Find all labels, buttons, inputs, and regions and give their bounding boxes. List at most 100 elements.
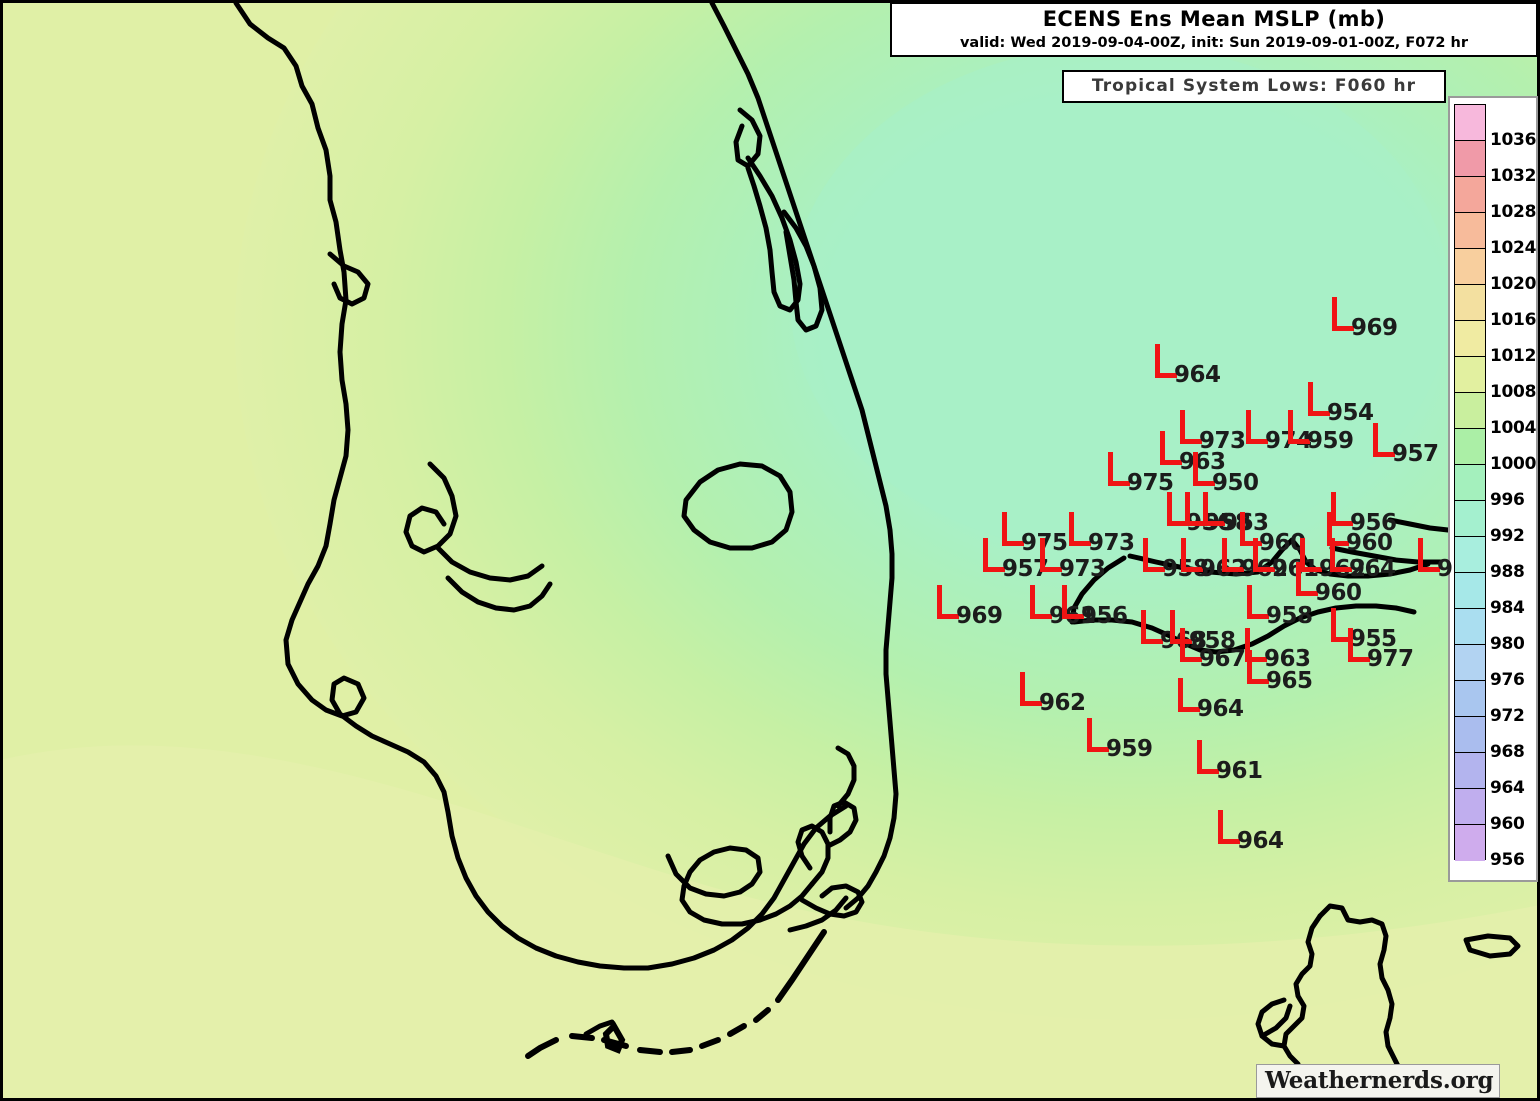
low-pressure-icon	[1348, 628, 1370, 662]
colorbar-cell	[1455, 645, 1485, 681]
mslp-south-band	[0, 745, 1540, 1101]
low-pressure-icon	[1040, 538, 1062, 572]
colorbar-cell	[1455, 609, 1485, 645]
low-pressure-icon	[1108, 452, 1130, 486]
low-pressure-icon	[1181, 538, 1203, 572]
low-pressure-value: 9	[1437, 556, 1453, 582]
low-pressure-value: 959	[1307, 428, 1354, 454]
low-pressure-icon	[1300, 538, 1322, 572]
low-pressure-icon	[1180, 628, 1202, 662]
florida-east-coast	[709, 0, 899, 911]
low-pressure-value: 975	[1127, 470, 1174, 496]
low-pressure-value: 964	[1349, 556, 1396, 582]
low-pressure-icon	[1331, 608, 1353, 642]
colorbar-cell	[1455, 753, 1485, 789]
colorbar-tick: 1020	[1490, 274, 1537, 294]
low-pressure-icon	[1030, 585, 1052, 619]
low-pressure-icon	[1288, 410, 1310, 444]
colorbar-cell	[1455, 357, 1485, 393]
florida-coastline	[233, 0, 849, 971]
mslp-colorbar: 1036 1032 1028 1024 1020 1016 1012 1008 1004 1000…	[1448, 96, 1538, 882]
colorbar-tick: 996	[1490, 490, 1525, 510]
low-pressure-icon	[1331, 492, 1353, 526]
south-florida-coast	[665, 745, 865, 933]
low-pressure-icon	[1178, 678, 1200, 712]
low-pressure-value: 977	[1367, 646, 1414, 672]
low-pressure-value: 962	[1039, 690, 1086, 716]
low-pressure-value: 973	[1088, 530, 1135, 556]
colorbar-tick: 1004	[1490, 418, 1537, 438]
colorbar-tick: 1008	[1490, 382, 1537, 402]
colorbar-tick: 1016	[1490, 310, 1537, 330]
low-pressure-icon	[1167, 492, 1189, 526]
low-pressure-value: 959	[1106, 736, 1153, 762]
colorbar-cell	[1455, 213, 1485, 249]
low-pressure-value: 964	[1237, 828, 1284, 854]
low-pressure-icon	[1160, 431, 1182, 465]
low-pressure-icon	[1296, 562, 1318, 596]
low-pressure-value: 961	[1272, 558, 1319, 581]
colorbar-tick: 988	[1490, 562, 1525, 582]
low-pressure-icon	[1327, 512, 1349, 546]
colorbar-tick: 992	[1490, 526, 1525, 546]
colorbar-tick: 984	[1490, 598, 1525, 618]
low-pressure-value: 963	[1264, 646, 1311, 672]
low-pressure-value: 961	[1216, 758, 1263, 784]
low-pressure-value: 969	[956, 603, 1003, 629]
low-pressure-value: 969	[1351, 315, 1398, 341]
low-pressure-value: 973	[1199, 428, 1246, 454]
low-pressure-icon	[1069, 512, 1091, 546]
low-pressure-icon	[1240, 512, 1262, 546]
low-pressure-value: 964	[1197, 696, 1244, 722]
low-pressure-icon	[1193, 452, 1215, 486]
low-pressure-value: 958	[1266, 603, 1313, 629]
low-pressure-icon	[1062, 585, 1084, 619]
low-pressure-value: 960	[1315, 580, 1362, 606]
low-pressure-value: 973	[1059, 556, 1106, 582]
map-subtitle: valid: Wed 2019-09-04-00Z, init: Sun 201…	[959, 35, 1469, 51]
low-pressure-value: 950	[1212, 470, 1259, 496]
low-pressure-icon	[1185, 492, 1207, 526]
tropical-lows-block: Tropical System Lows: F060 hr	[1062, 70, 1446, 103]
colorbar-cell	[1455, 465, 1485, 501]
low-pressure-icon	[1330, 538, 1352, 572]
low-pressure-icon	[1222, 538, 1244, 572]
low-pressure-icon	[1247, 585, 1269, 619]
colorbar-cell	[1455, 321, 1485, 357]
low-pressure-value: 956	[1350, 510, 1397, 536]
colorbar-tick: 1024	[1490, 238, 1537, 258]
colorbar-cell	[1455, 681, 1485, 717]
low-pressure-value: 960	[1346, 530, 1393, 556]
low-pressure-value: 957	[1002, 556, 1049, 582]
low-pressure-value: 954	[1327, 400, 1374, 426]
low-pressure-value: 960	[1259, 530, 1306, 556]
colorbar-cell	[1455, 717, 1485, 753]
low-pressure-icon	[1418, 538, 1440, 572]
small-island	[583, 1019, 615, 1037]
low-pressure-icon	[1087, 718, 1109, 752]
page-title: ECENS Ens Mean MSLP (mb)	[1042, 7, 1386, 31]
low-pressure-value: 956	[1081, 603, 1128, 629]
low-pressure-value: 963	[1222, 510, 1269, 536]
colorbar-cell	[1455, 285, 1485, 321]
low-pressure-value: 957	[1392, 441, 1439, 467]
colorbar-tick: 1032	[1490, 166, 1537, 186]
low-pressure-icon	[1020, 672, 1042, 706]
colorbar-cell	[1455, 141, 1485, 177]
colorbar-cell	[1455, 393, 1485, 429]
colorbar-cell	[1455, 573, 1485, 609]
low-pressure-icon	[1245, 628, 1267, 662]
map-title-block: ECENS Ens Mean MSLP (mb) valid: Wed 2019…	[890, 2, 1538, 57]
low-pressure-icon	[1203, 492, 1225, 526]
colorbar-tick: 960	[1490, 814, 1525, 834]
low-pressure-icon	[1246, 410, 1268, 444]
low-pressure-icon	[1141, 610, 1163, 644]
low-pressure-value: 955	[1350, 626, 1397, 652]
low-pressure-icon	[1002, 512, 1024, 546]
low-pressure-value: 958	[1189, 628, 1236, 654]
lake-okeechobee	[681, 461, 795, 551]
low-pressure-icon	[1253, 538, 1275, 572]
mslp-inner-band	[790, 45, 1450, 555]
low-pressure-value: 964	[1174, 362, 1221, 388]
